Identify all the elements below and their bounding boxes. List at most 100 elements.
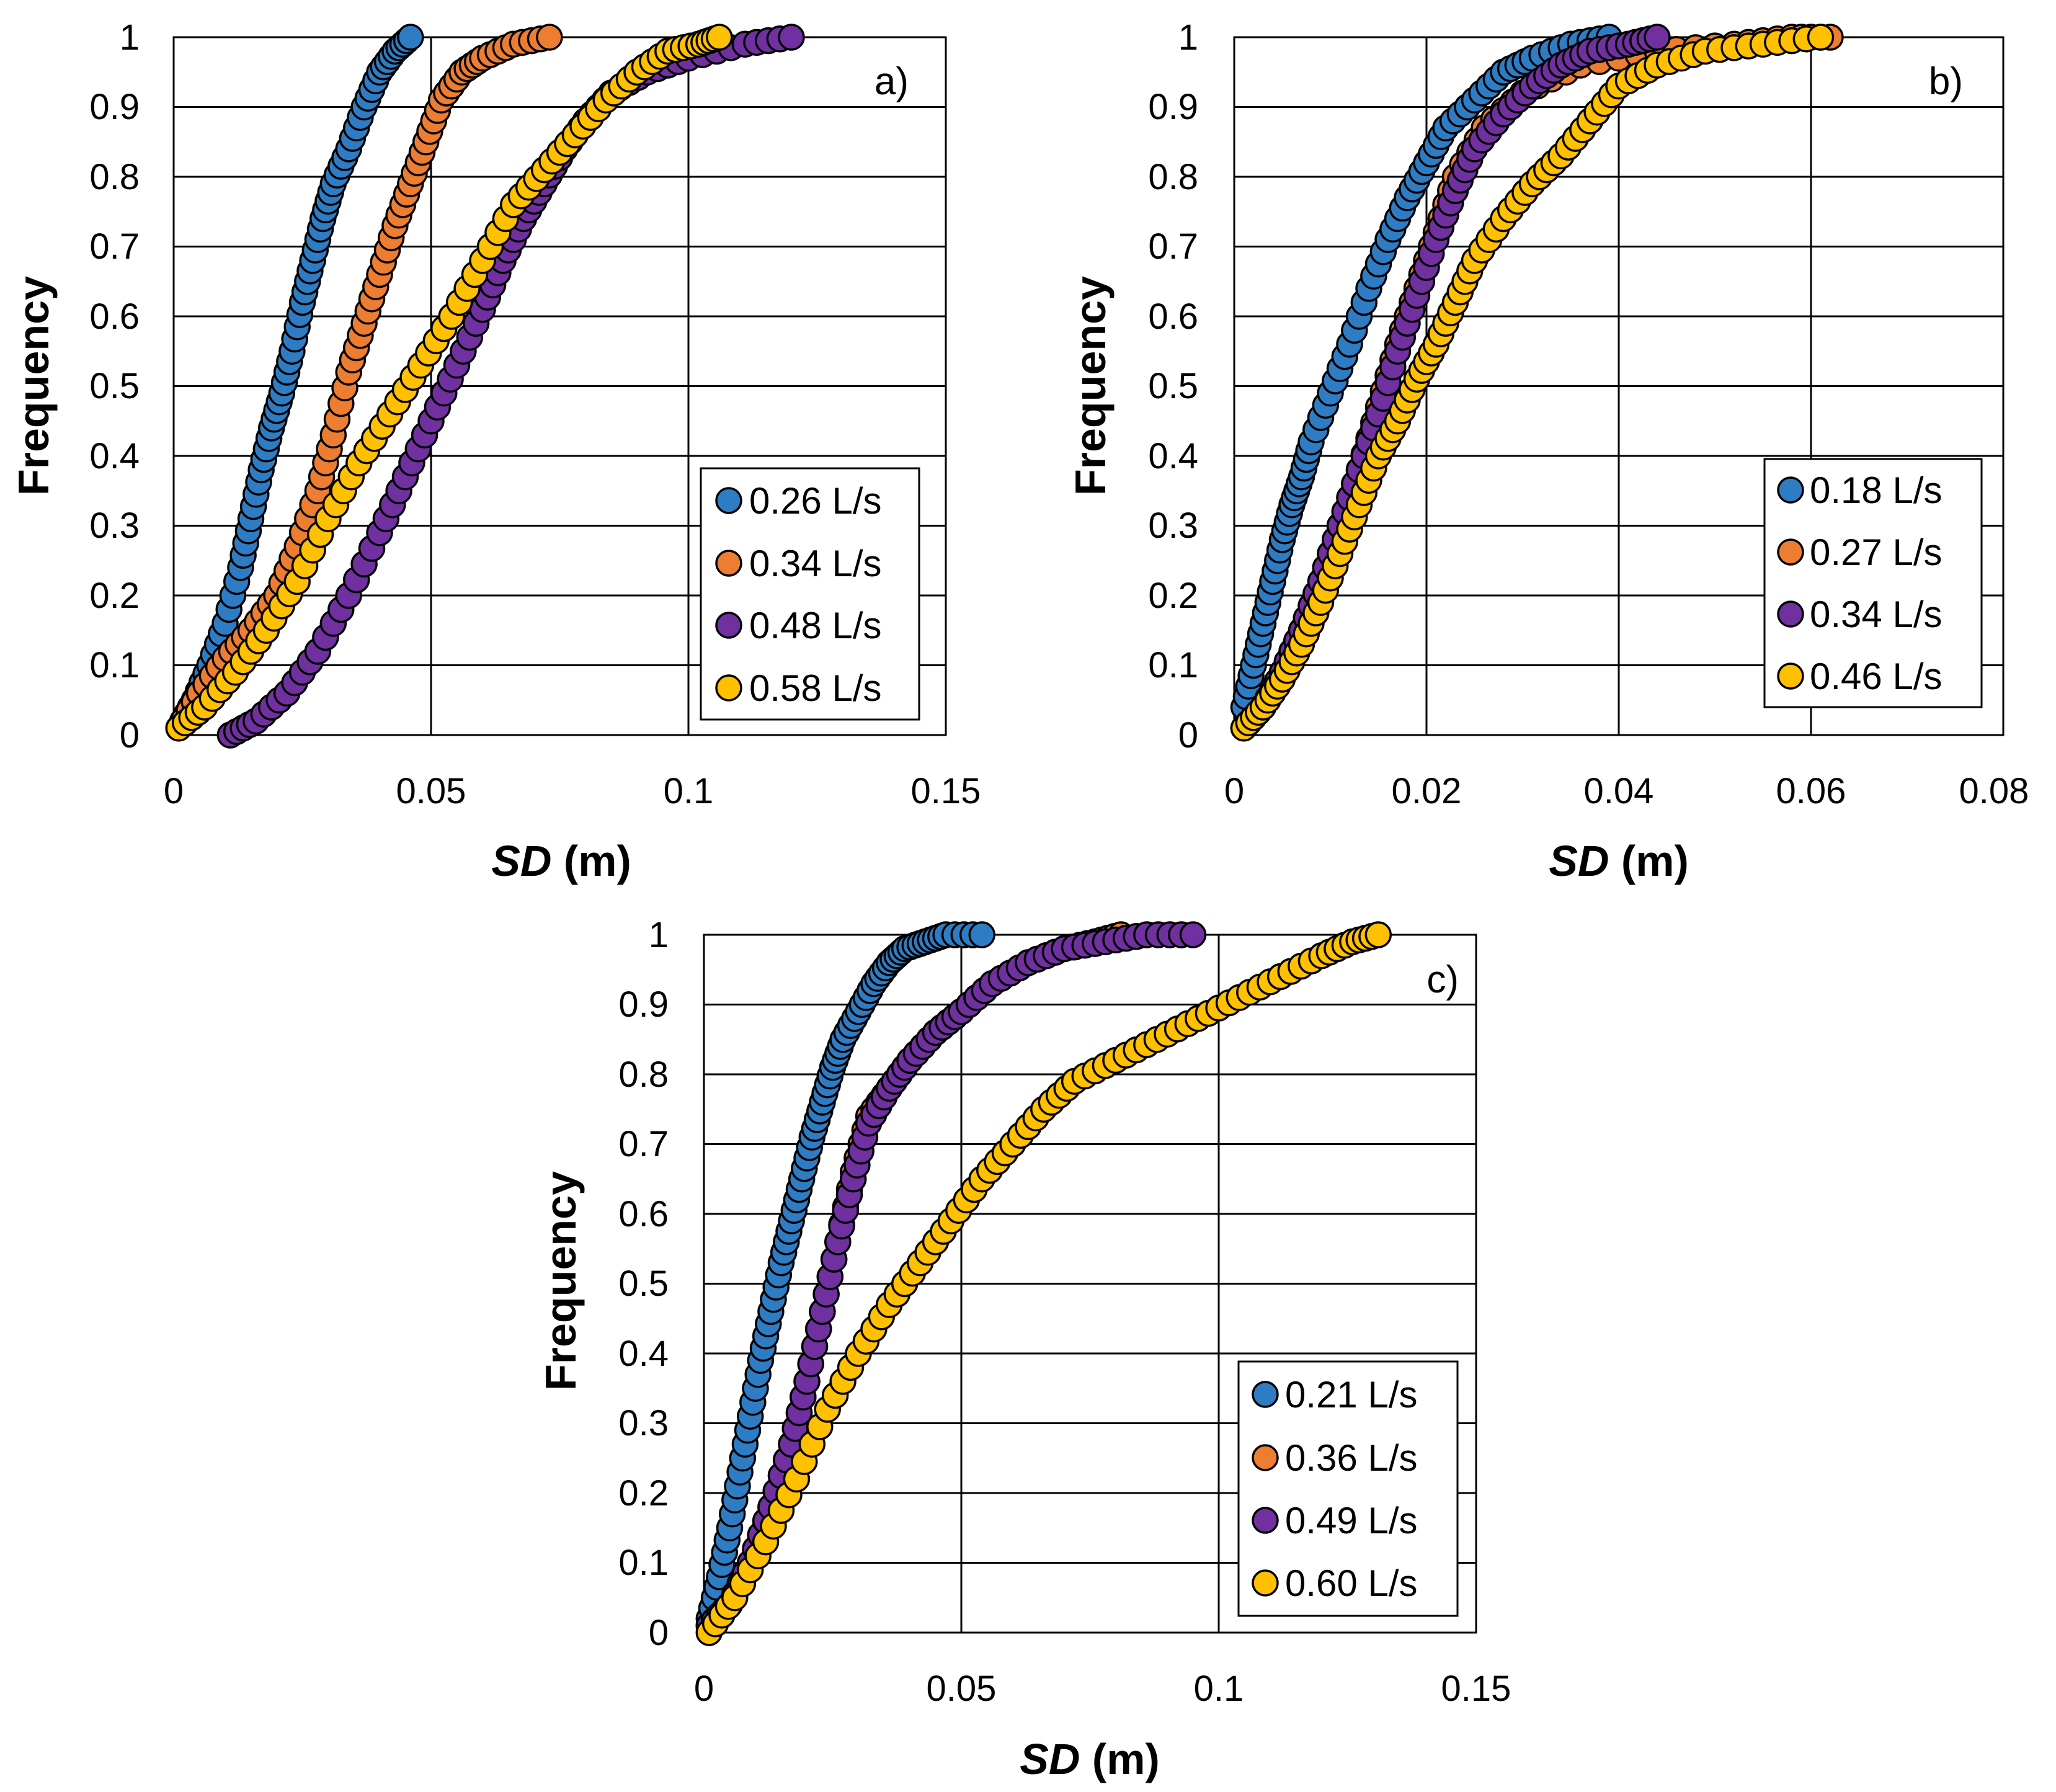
y-tick-label: 0.2 [618, 1473, 669, 1513]
legend-item: 0.18 L/s [1777, 470, 1943, 511]
legend-item: 0.27 L/s [1777, 532, 1943, 573]
legend-label: 0.58 L/s [749, 667, 882, 709]
legend-marker [1252, 1569, 1279, 1597]
y-tick-label: 1 [649, 915, 669, 955]
x-tick-label: 0 [1224, 771, 1244, 811]
legend-item: 0.49 L/s [1252, 1500, 1418, 1541]
series-0-60-l-s [695, 921, 1392, 1646]
legend-marker [715, 550, 742, 577]
x-tick-label: 0.15 [1441, 1669, 1511, 1709]
data-point [968, 921, 995, 948]
legend-box [1763, 458, 1983, 708]
panel-b: 0 0.1 0.2 0.3 0.4 0.5 0.6 0.7 0.8 0.9 1 … [1066, 17, 2029, 885]
y-tick-label: 0.7 [1148, 226, 1198, 267]
series-0-46-l-s [1230, 24, 1835, 742]
legend-marker [1777, 662, 1804, 690]
y-tick-label: 0.5 [89, 366, 140, 406]
y-tick-label: 0.6 [618, 1194, 669, 1234]
legend-label: 0.49 L/s [1285, 1500, 1418, 1541]
legend-label: 0.48 L/s [749, 605, 882, 646]
legend-item: 0.36 L/s [1252, 1437, 1418, 1479]
legend-label: 0.21 L/s [1285, 1374, 1418, 1415]
legend-marker [1777, 538, 1804, 566]
legend-marker [1777, 476, 1804, 504]
y-tick-label: 0.6 [89, 296, 140, 337]
y-tick-label: 0.3 [618, 1403, 669, 1443]
panel-a-label: a) [874, 60, 909, 103]
y-tick-label: 0 [649, 1613, 669, 1653]
data-point [706, 24, 733, 51]
legend-item: 0.48 L/s [715, 605, 882, 646]
legend-item: 0.60 L/s [1252, 1562, 1418, 1604]
legend-marker [1777, 600, 1804, 628]
x-tick-label: 0 [164, 771, 184, 811]
legend-item: 0.21 L/s [1252, 1374, 1418, 1415]
y-tick-label: 0.1 [1148, 645, 1198, 685]
panel-c-label: c) [1426, 958, 1459, 1001]
x-tick-label: 0.08 [1959, 771, 2029, 811]
legend-label: 0.60 L/s [1285, 1562, 1418, 1604]
series-0-26-l-s [165, 24, 424, 742]
y-tick-label: 0.5 [618, 1264, 669, 1304]
panel-b-series [1230, 24, 1844, 742]
legend-marker [1252, 1444, 1279, 1471]
data-point [1644, 24, 1671, 51]
y-tick-label: 0.1 [89, 645, 140, 685]
legend-marker [715, 612, 742, 639]
panel-b-y-axis-label: Frequency [1066, 276, 1115, 496]
x-tick-label: 0.1 [1194, 1669, 1244, 1709]
legend-item: 0.46 L/s [1777, 656, 1943, 697]
data-point [536, 24, 563, 51]
y-tick-label: 0.8 [618, 1054, 669, 1095]
panel-c: 0 0.1 0.2 0.3 0.4 0.5 0.6 0.7 0.8 0.9 1 … [536, 915, 1511, 1783]
y-tick-label: 0.3 [1148, 506, 1198, 546]
legend-item: 0.34 L/s [715, 543, 882, 584]
y-tick-label: 0.2 [89, 576, 140, 616]
y-tick-label: 0.8 [89, 157, 140, 197]
y-tick-label: 0.7 [89, 226, 140, 267]
legend-label: 0.26 L/s [749, 480, 882, 522]
panel-c-x-ticks: 0 0.05 0.1 0.15 [694, 1669, 1511, 1709]
y-tick-label: 0.7 [618, 1124, 669, 1164]
y-tick-label: 0.3 [89, 506, 140, 546]
legend-item: 0.34 L/s [1777, 594, 1943, 635]
y-tick-label: 0.2 [1148, 576, 1198, 616]
y-tick-label: 0.5 [1148, 366, 1198, 406]
data-point [778, 24, 805, 51]
x-tick-label: 0.02 [1392, 771, 1462, 811]
panel-c-x-axis-label: SD (m) [1020, 1735, 1160, 1783]
x-tick-label: 0.06 [1776, 771, 1846, 811]
x-tick-label: 0 [694, 1669, 714, 1709]
y-tick-label: 0.9 [618, 984, 669, 1025]
panel-a-y-ticks: 0 0.1 0.2 0.3 0.4 0.5 0.6 0.7 0.8 0.9 1 [89, 17, 140, 756]
panel-c-y-axis-label: Frequency [536, 1171, 585, 1391]
legend-marker [1252, 1381, 1279, 1408]
panel-a-x-axis-label: SD (m) [491, 837, 631, 885]
y-tick-label: 0.6 [1148, 296, 1198, 337]
y-tick-label: 1 [1178, 17, 1198, 58]
x-tick-label: 0.05 [396, 771, 466, 811]
legend-label: 0.36 L/s [1285, 1437, 1418, 1479]
panel-b-y-ticks: 0 0.1 0.2 0.3 0.4 0.5 0.6 0.7 0.8 0.9 1 [1148, 17, 1198, 756]
data-point [1807, 24, 1835, 51]
panel-a: 0 0.1 0.2 0.3 0.4 0.5 0.6 0.7 0.8 0.9 1 … [9, 17, 981, 885]
y-tick-label: 0.8 [1148, 157, 1198, 197]
x-tick-label: 0.04 [1584, 771, 1654, 811]
panel-b-legend: 0.18 L/s 0.27 L/s 0.34 L/s 0.46 L/s [1763, 458, 1983, 708]
panel-c-y-ticks: 0 0.1 0.2 0.3 0.4 0.5 0.6 0.7 0.8 0.9 1 [618, 915, 669, 1653]
panel-c-series [695, 921, 1392, 1646]
legend-marker [715, 674, 742, 702]
data-point [1364, 921, 1392, 948]
legend-marker [715, 487, 742, 514]
series-0-18-l-s [1230, 24, 1623, 721]
y-tick-label: 0.9 [89, 87, 140, 127]
y-tick-label: 0.1 [618, 1543, 669, 1583]
y-tick-label: 0 [120, 715, 140, 756]
legend-marker [1252, 1507, 1279, 1534]
data-point [1179, 921, 1207, 948]
legend-box [1237, 1360, 1459, 1617]
x-tick-label: 0.1 [664, 771, 714, 811]
panel-b-label: b) [1929, 60, 1963, 103]
series-0-21-l-s [695, 921, 995, 1633]
